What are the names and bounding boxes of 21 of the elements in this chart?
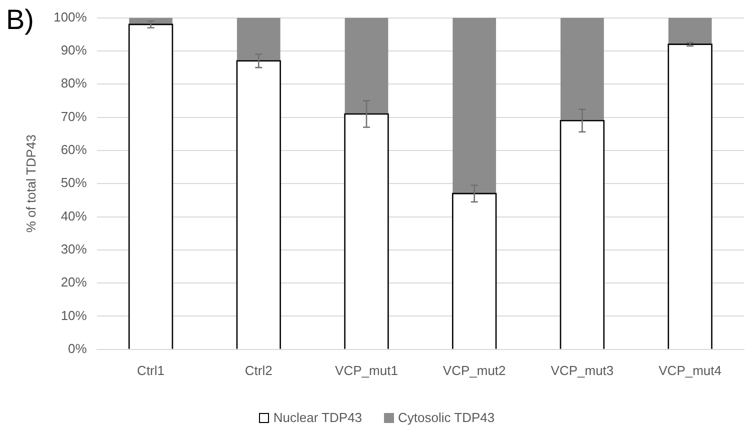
chart-title: B) — [6, 4, 34, 36]
y-tick-label: 50% — [60, 175, 88, 190]
y-tick-label: 0% — [68, 340, 88, 356]
y-tick-label: 80% — [60, 76, 88, 91]
x-tick-label: VCP_mut4 — [658, 362, 722, 378]
x-tick-label: Ctrl2 — [244, 362, 272, 378]
y-tick-label: 70% — [60, 108, 88, 124]
x-tick-label: VCP_mut1 — [335, 362, 398, 378]
legend-label: Cytosolic TDP43 — [398, 410, 495, 425]
y-axis-title: % of total TDP43 — [23, 134, 38, 233]
y-tick-label: 40% — [60, 208, 88, 224]
x-tick-label: VCP_mut2 — [442, 362, 506, 378]
y-tick-label: 90% — [60, 42, 88, 58]
legend-label: Nuclear TDP43 — [273, 410, 362, 425]
y-tick-label: 10% — [60, 308, 88, 323]
y-tick-label: 20% — [60, 274, 88, 290]
y-tick-label: 60% — [60, 142, 88, 158]
x-tick-label: VCP_mut3 — [550, 362, 614, 378]
y-tick-label: 100% — [54, 9, 88, 24]
x-tick-label: Ctrl1 — [137, 362, 165, 378]
y-tick-label: 30% — [60, 242, 88, 256]
